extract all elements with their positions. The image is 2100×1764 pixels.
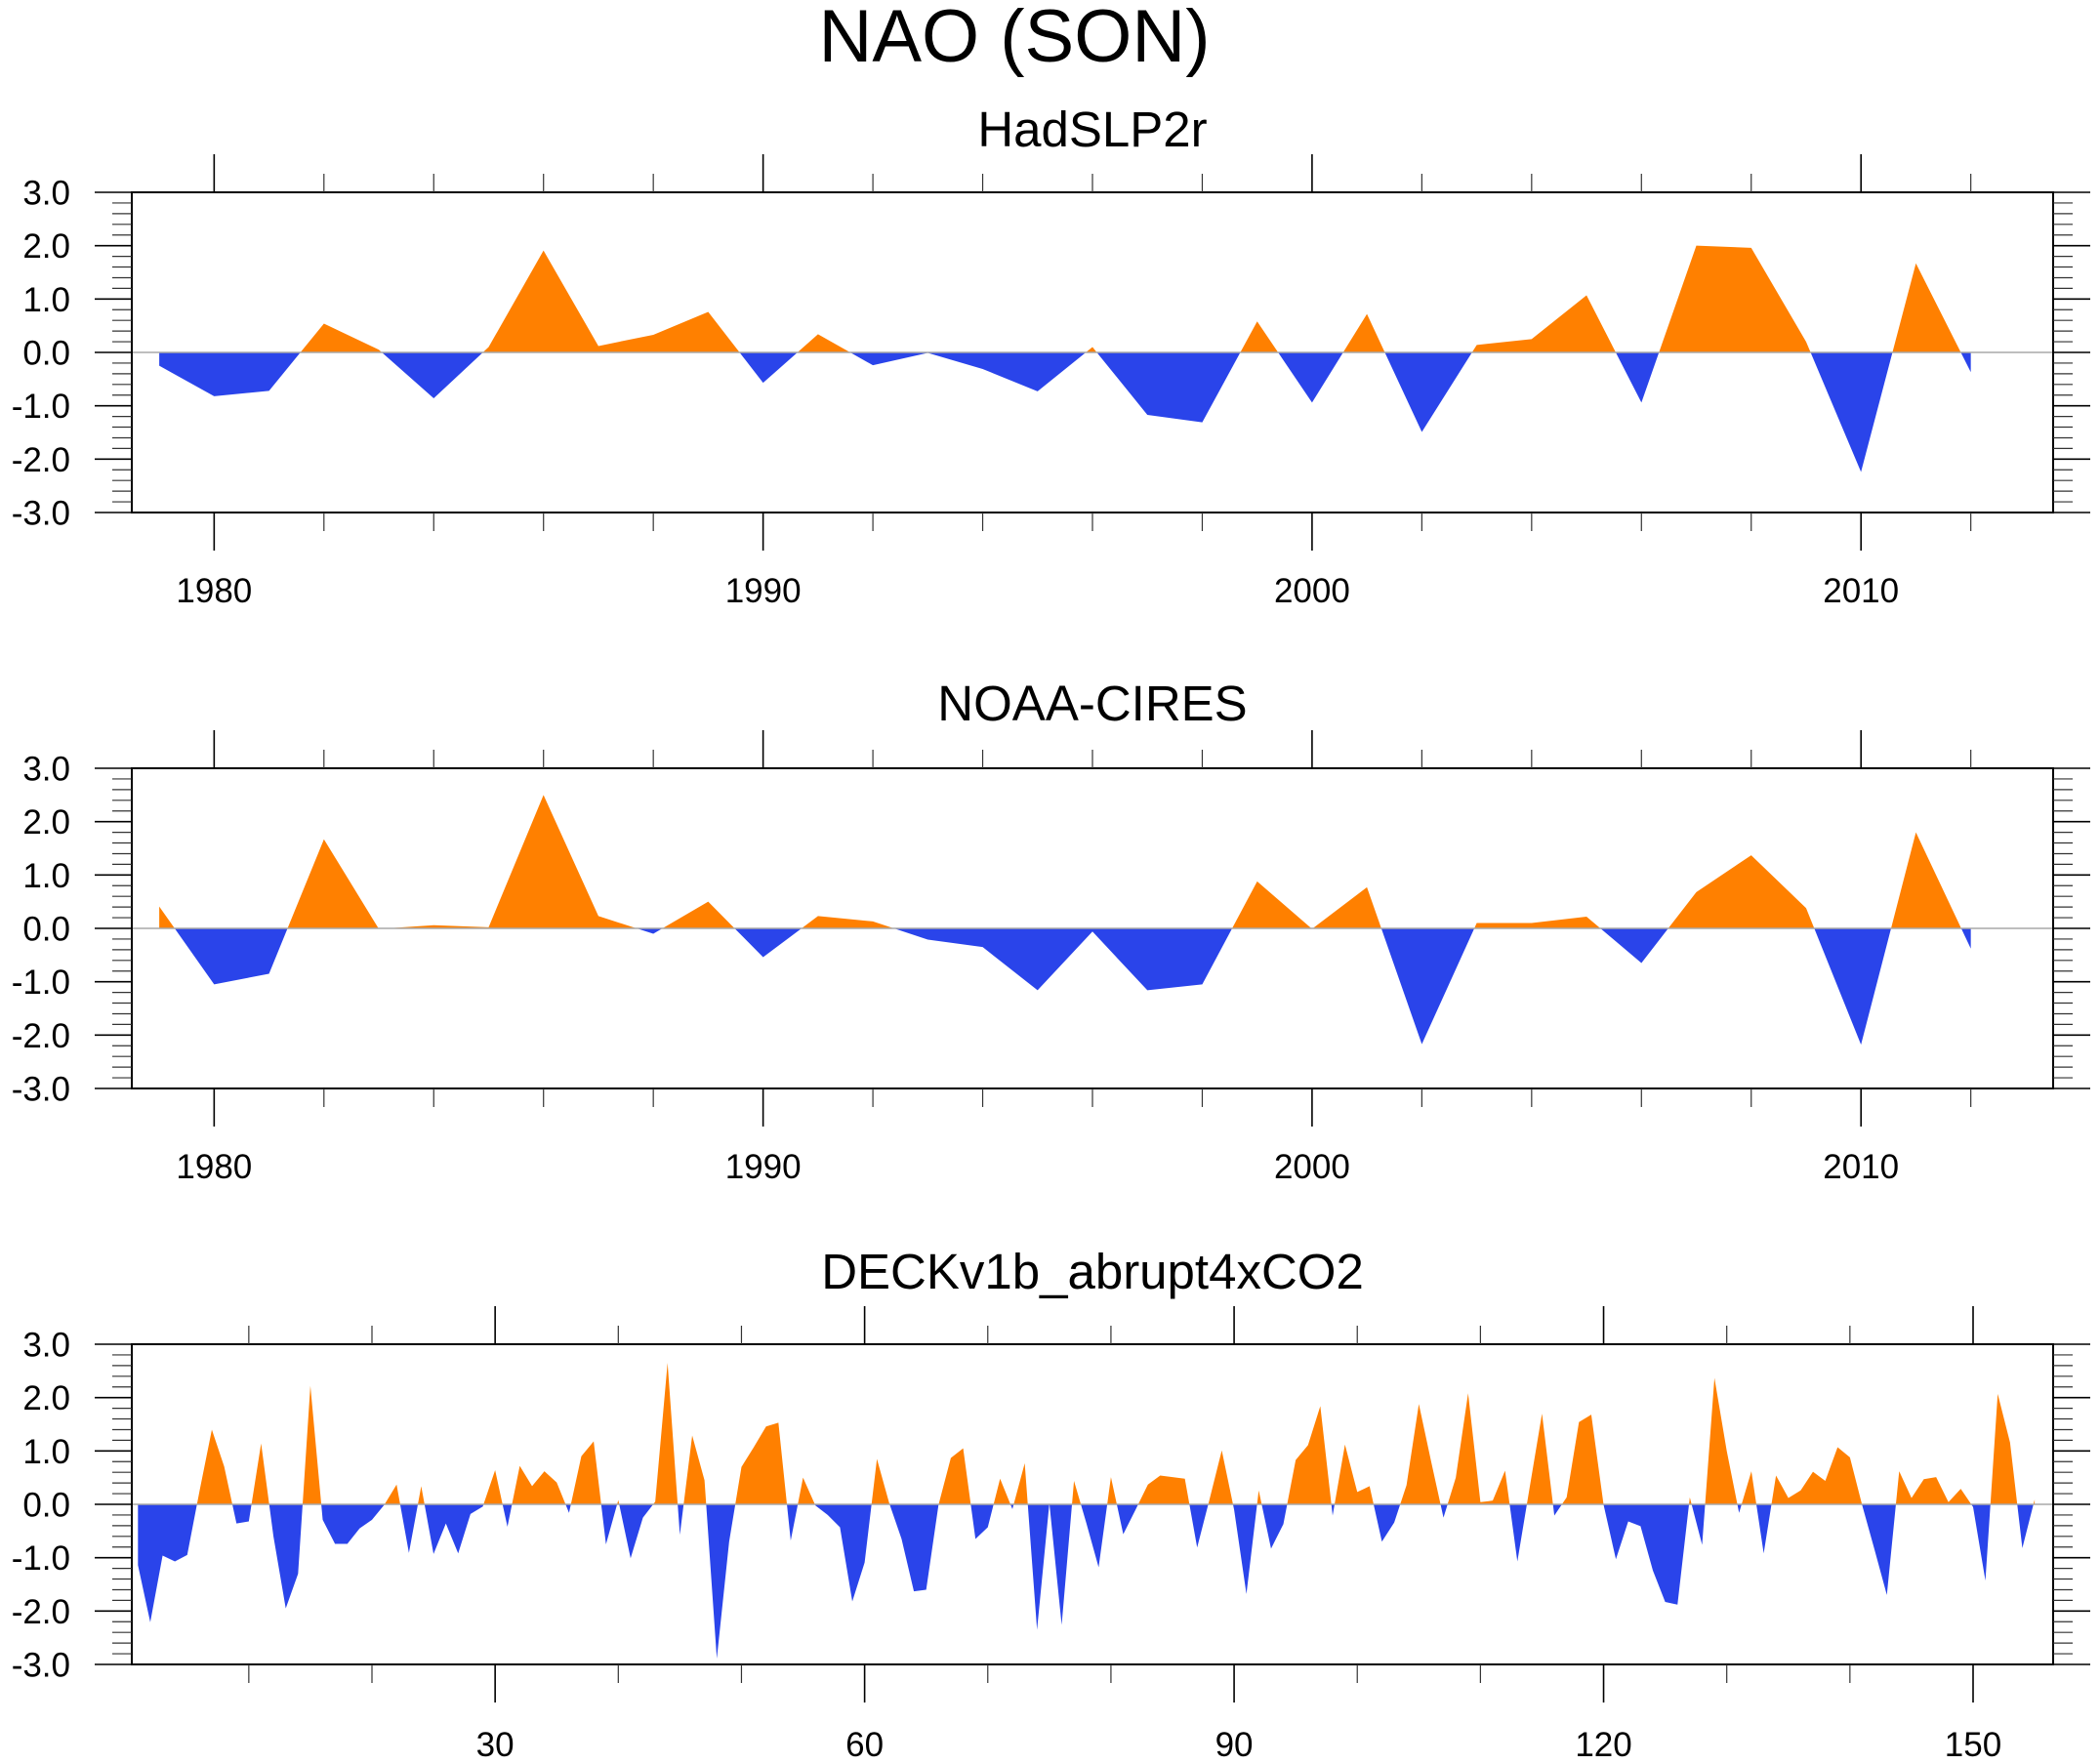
y-tick-label: 2.0 [22, 803, 70, 841]
x-tick-label: 2000 [1274, 1148, 1350, 1186]
panel-noaa-cires: NOAA-CIRES 1980 1990 2000 2010 3.0 2.0 1.0 0.0 -… [12, 676, 2090, 1186]
y-tick-label: -3.0 [12, 1071, 70, 1109]
positive-anomaly-area [138, 1363, 2036, 1504]
x-tick-label: 2010 [1823, 572, 1899, 610]
x-tick-label: 1980 [176, 572, 252, 610]
y-tick-label: 2.0 [22, 1379, 70, 1417]
positive-anomaly-area [159, 245, 1971, 352]
y-tick-label: -1.0 [12, 964, 70, 1002]
x-tick-label: 2000 [1274, 572, 1350, 610]
x-tick-label: 2010 [1823, 1148, 1899, 1186]
x-tick-label: 30 [476, 1726, 515, 1764]
x-tick-label: 1990 [725, 572, 802, 610]
y-tick-label: 2.0 [22, 227, 70, 266]
y-tick-label: -2.0 [12, 441, 70, 479]
y-tick-label: 3.0 [22, 1327, 70, 1365]
panel-title-noaa-cires: NOAA-CIRES [937, 676, 1247, 731]
y-tick-label: 1.0 [22, 1433, 70, 1471]
negative-anomaly-area [159, 928, 1971, 1046]
figure-title: NAO (SON) [818, 0, 1210, 78]
y-tick-label: -2.0 [12, 1017, 70, 1055]
negative-anomaly-area [138, 1504, 2036, 1659]
panel-deckv1b-abrupt4xco2: DECKv1b_abrupt4xCO2 30 60 90 120 150 3.0 2.0 1.… [12, 1244, 2090, 1764]
y-tick-label: 0.0 [22, 1487, 70, 1525]
y-tick-label: -3.0 [12, 1647, 70, 1685]
y-tick-label: 1.0 [22, 281, 70, 319]
y-tick-label: -3.0 [12, 495, 70, 533]
y-tick-label: -1.0 [12, 388, 70, 426]
y-tick-label: 3.0 [22, 175, 70, 213]
panel-hadslp2r: HadSLP2r 1980 1990 2000 2010 3.0 2.0 1.0 0.0 -1.… [12, 102, 2090, 610]
x-tick-label: 150 [1945, 1726, 2001, 1764]
x-tick-label: 1990 [725, 1148, 802, 1186]
x-tick-label: 60 [845, 1726, 884, 1764]
y-tick-label: 0.0 [22, 335, 70, 373]
y-tick-label: -1.0 [12, 1539, 70, 1578]
y-tick-label: 3.0 [22, 751, 70, 789]
y-tick-label: 1.0 [22, 857, 70, 895]
x-tick-label: 120 [1575, 1726, 1631, 1764]
x-tick-label: 1980 [176, 1148, 252, 1186]
y-tick-label: 0.0 [22, 911, 70, 949]
positive-anomaly-area [159, 795, 1971, 928]
y-tick-label: -2.0 [12, 1593, 70, 1631]
panel-title-hadslp2r: HadSLP2r [977, 102, 1207, 157]
panel-title-deckv1b-abrupt4xco2: DECKv1b_abrupt4xCO2 [821, 1244, 1364, 1299]
x-tick-label: 90 [1215, 1726, 1254, 1764]
